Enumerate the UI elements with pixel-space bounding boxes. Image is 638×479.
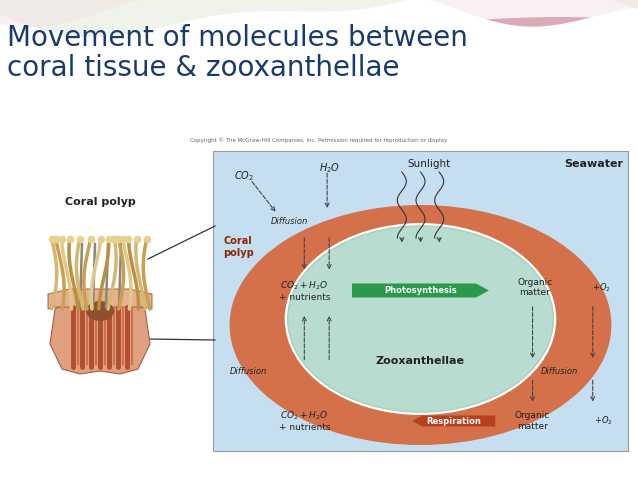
Text: Seawater: Seawater [564,159,623,169]
Text: Organic
matter: Organic matter [517,278,553,297]
Text: Respiration: Respiration [426,417,481,425]
Text: $CO_2 + H_2O$
+ nutrients: $CO_2 + H_2O$ + nutrients [279,410,330,433]
Polygon shape [0,0,638,27]
FancyArrow shape [412,415,495,426]
Text: Sunlight: Sunlight [407,159,450,169]
Polygon shape [0,0,638,53]
Text: Photosynthesis: Photosynthesis [384,286,457,295]
Ellipse shape [285,223,556,415]
Polygon shape [0,0,638,53]
Text: $CO_2$: $CO_2$ [234,169,254,183]
Text: coral tissue & zooxanthellae: coral tissue & zooxanthellae [7,54,399,82]
Ellipse shape [288,226,553,412]
Text: $+ O_2$: $+ O_2$ [594,415,612,427]
Ellipse shape [86,301,114,321]
Ellipse shape [230,205,611,445]
Text: $+ O_2$: $+ O_2$ [591,281,611,294]
Text: Diffusion: Diffusion [541,367,578,376]
Polygon shape [0,0,638,37]
Text: Zooxanthellae: Zooxanthellae [376,356,465,366]
Polygon shape [48,289,152,309]
FancyArrow shape [352,284,489,297]
Text: Diffusion: Diffusion [230,367,267,376]
Polygon shape [50,304,150,374]
Text: $CO_2 + H_2O$
+ nutrients: $CO_2 + H_2O$ + nutrients [279,279,330,302]
Text: $H_2O$: $H_2O$ [318,161,340,175]
FancyBboxPatch shape [213,151,628,451]
Text: Movement of molecules between: Movement of molecules between [7,24,468,52]
Text: Copyright © The McGraw-Hill Companies, Inc. Permission required for reproduction: Copyright © The McGraw-Hill Companies, I… [190,137,448,143]
Text: Coral
polyp: Coral polyp [223,236,254,258]
Polygon shape [0,0,638,37]
Polygon shape [0,0,638,27]
Text: Coral polyp: Coral polyp [64,197,135,207]
Text: Organic
matter: Organic matter [515,411,550,431]
Text: Diffusion: Diffusion [271,217,308,226]
